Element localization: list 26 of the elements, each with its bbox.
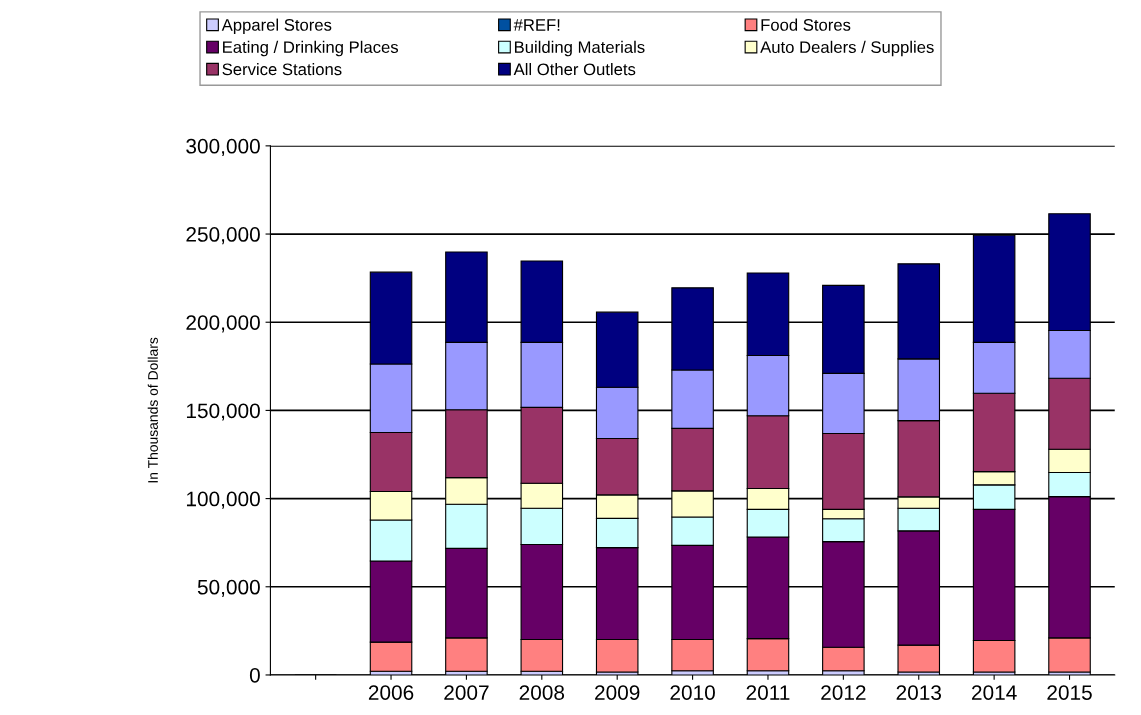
y-tick-label: 250,000 xyxy=(186,227,260,245)
legend-label: #REF! xyxy=(513,19,560,31)
legend-label: Auto Dealers / Supplies xyxy=(760,40,934,57)
y-tick-label: 150,000 xyxy=(186,403,260,421)
x-tick-label: 2015 xyxy=(1047,685,1092,700)
y-tick-label: 50,000 xyxy=(197,579,260,597)
legend-label: Apparel Stores xyxy=(221,18,332,35)
legend-label: Food Stores xyxy=(761,18,851,31)
y-tick-label: 300,000 xyxy=(186,138,260,157)
y-tick-label: 100,000 xyxy=(186,491,260,509)
legend-label: Service Stations xyxy=(222,62,342,76)
legend-label: All Other Outlets xyxy=(513,62,636,76)
x-tick-label: 2013 xyxy=(896,685,942,700)
legend-label: Eating / Drinking Places xyxy=(223,40,399,57)
x-tick-label: 2008 xyxy=(519,685,565,700)
x-tick-label: 2012 xyxy=(821,685,866,700)
x-tick-label: 2007 xyxy=(444,685,489,700)
x-tick-label: 2010 xyxy=(670,685,715,700)
x-tick-label: 2014 xyxy=(972,685,1017,700)
x-tick-label: 2009 xyxy=(595,685,640,700)
y-tick-label: 200,000 xyxy=(186,315,260,333)
x-tick-label: 2011 xyxy=(746,685,790,700)
legend-label: Building Materials xyxy=(514,40,645,57)
y-tick-label: 0 xyxy=(249,667,260,683)
y-axis-title: In Thousands of Dollars xyxy=(147,337,158,483)
x-tick-label: 2006 xyxy=(368,685,414,700)
